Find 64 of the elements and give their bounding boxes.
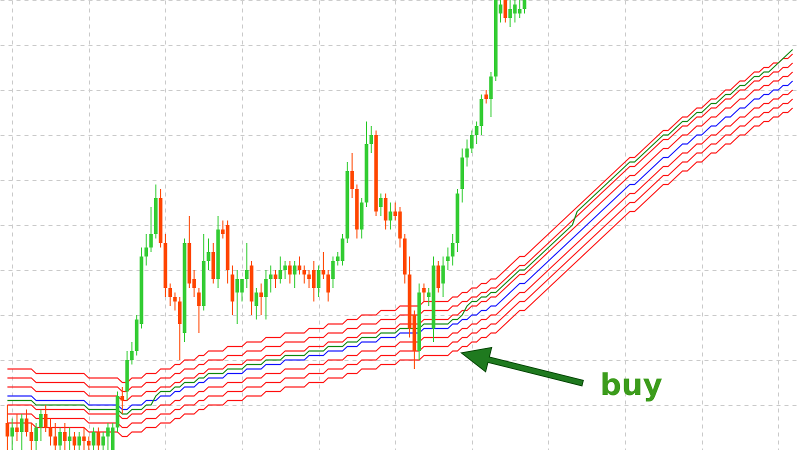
candlestick [283, 260, 287, 280]
candlestick [15, 414, 19, 442]
candlestick [24, 409, 28, 437]
candlestick [474, 121, 478, 144]
annotation: buy [600, 368, 663, 403]
candlestick [130, 342, 134, 365]
candlestick [326, 270, 330, 302]
candlestick [316, 265, 320, 298]
candlestick [470, 130, 474, 154]
candlestick [20, 414, 24, 450]
candlestick [441, 256, 445, 298]
candlestick [86, 436, 91, 450]
candlestick [369, 126, 374, 154]
candlestick [268, 265, 273, 293]
candlestick [206, 238, 210, 270]
candlestick [522, 0, 526, 14]
candlestick [10, 418, 14, 450]
candlestick [168, 283, 172, 306]
candlestick [259, 283, 263, 316]
candlestick [44, 404, 48, 432]
candlestick [144, 234, 148, 266]
candlestick [278, 256, 282, 284]
candlestick [77, 432, 82, 450]
candlestick [72, 432, 76, 450]
candlestick [274, 270, 278, 288]
candlestick [450, 234, 454, 266]
candlestick [331, 256, 335, 288]
candlestick [53, 422, 58, 450]
candlestick [120, 386, 124, 414]
candlestick [489, 72, 493, 118]
candlestick [58, 427, 62, 450]
candlestick [302, 265, 306, 284]
candlestick [484, 90, 488, 104]
candlestick [39, 409, 43, 442]
candlestick [465, 139, 469, 167]
candlestick [298, 256, 302, 275]
candlestick [63, 422, 67, 450]
candlestick [446, 247, 450, 270]
candlestick [422, 283, 426, 302]
candlestick [92, 427, 96, 450]
candlestick [244, 242, 249, 288]
candlestick [101, 432, 105, 450]
candlestick [30, 422, 34, 450]
candlestick [350, 152, 354, 198]
candlestick [173, 292, 177, 311]
candlestick [264, 270, 268, 320]
candlestick [48, 418, 52, 446]
candlestick [68, 427, 72, 450]
candlestick [436, 260, 440, 293]
candlestick [292, 260, 296, 288]
candlestick [388, 202, 392, 230]
candlestick [82, 427, 86, 450]
candlestick [288, 260, 292, 284]
candlestick [384, 193, 388, 230]
candlestick [322, 252, 326, 280]
candlestick [197, 288, 201, 334]
candlestick [178, 296, 182, 360]
candlestick [96, 427, 100, 450]
candlestick [6, 404, 10, 450]
candlestick [379, 193, 383, 216]
candlestick [504, 0, 508, 23]
candlestick [254, 288, 258, 320]
candlestick [34, 422, 38, 450]
candlestick [149, 206, 153, 252]
